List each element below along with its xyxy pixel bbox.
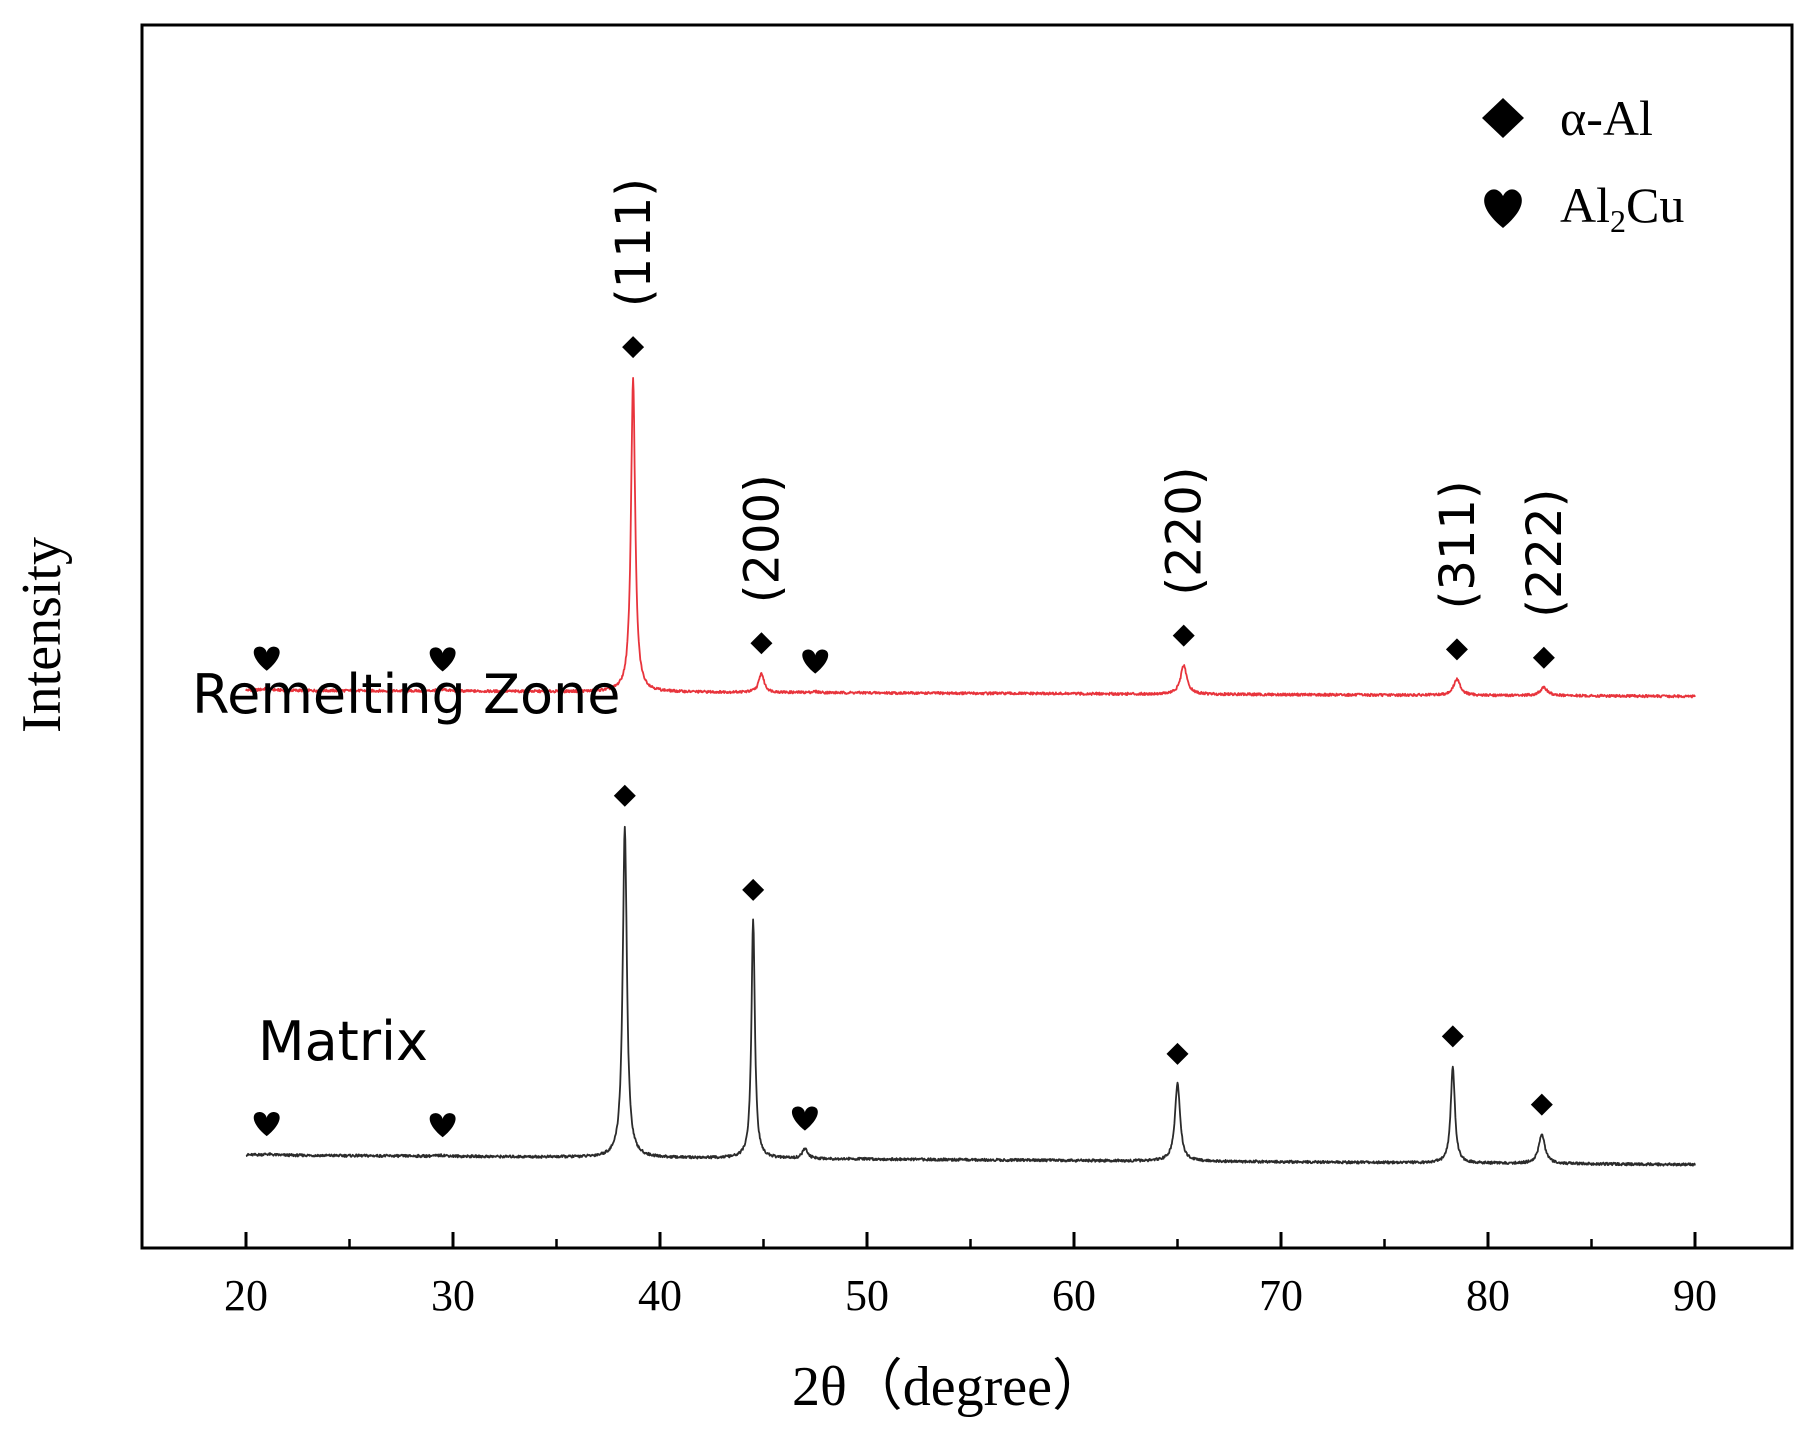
series-label-matrix: Matrix (258, 1010, 428, 1073)
diamond-marker-icon (1172, 624, 1195, 647)
y-axis-label: Intensity (11, 537, 73, 733)
heart-marker-icon (253, 1112, 280, 1137)
series-group (245, 376, 1696, 1167)
legend-heart-icon (1484, 189, 1522, 228)
plot-frame (140, 23, 1794, 1250)
x-tick-label: 60 (1052, 1271, 1096, 1320)
x-axis-label: 2θ（degree） (792, 1356, 1108, 1418)
legend-al2cu-main: Al (1560, 177, 1610, 233)
legend-al2cu-tail: Cu (1626, 177, 1684, 233)
x-tick-label: 40 (638, 1271, 682, 1320)
legend-label-al2cu: Al2Cu (1560, 177, 1684, 239)
x-tick-label: 50 (845, 1271, 889, 1320)
series-line-remelting-zone (245, 376, 1696, 699)
legend-label-alpha-al: α-Al (1560, 90, 1653, 146)
peak-hkl-label: (111) (606, 178, 662, 307)
x-tick-label: 30 (431, 1271, 475, 1320)
heart-marker-icon (429, 1113, 456, 1138)
x-axis-tick-labels: 20 30 40 50 60 70 80 90 (224, 1271, 1717, 1320)
heart-marker-icon (802, 649, 829, 674)
diamond-marker-icon (1445, 638, 1468, 661)
marker-group (253, 336, 1555, 1138)
x-tick-label: 70 (1259, 1271, 1303, 1320)
heart-marker-icon (253, 646, 280, 671)
x-tick-label: 90 (1673, 1271, 1717, 1320)
legend-al2cu-subscript: 2 (1610, 203, 1626, 239)
peak-hkl-label: (200) (734, 474, 790, 603)
peak-hkl-label: (220) (1157, 466, 1213, 595)
diamond-marker-icon (750, 632, 773, 655)
series-line-matrix (245, 825, 1696, 1167)
x-tick-label: 80 (1466, 1271, 1510, 1320)
peak-hkl-label: (311) (1430, 480, 1486, 609)
x-axis-ticks (244, 1232, 1697, 1248)
diamond-marker-icon (1441, 1025, 1464, 1048)
x-tick-label: 20 (224, 1271, 268, 1320)
peak-label-group: (111) (200) (220) (311) (222) (606, 178, 1573, 618)
diamond-marker-icon (1166, 1042, 1189, 1065)
legend: α-Al Al2Cu (1482, 90, 1684, 239)
series-label-remelting-zone: Remelting Zone (192, 663, 620, 726)
diamond-marker-icon (742, 878, 765, 901)
heart-marker-icon (429, 647, 456, 672)
diamond-marker-icon (1530, 1093, 1553, 1116)
peak-hkl-label: (222) (1517, 489, 1573, 618)
diamond-marker-icon (622, 336, 645, 359)
diamond-marker-icon (613, 784, 636, 807)
heart-marker-icon (791, 1106, 818, 1131)
legend-diamond-icon (1482, 98, 1524, 138)
diamond-marker-icon (1532, 646, 1555, 669)
